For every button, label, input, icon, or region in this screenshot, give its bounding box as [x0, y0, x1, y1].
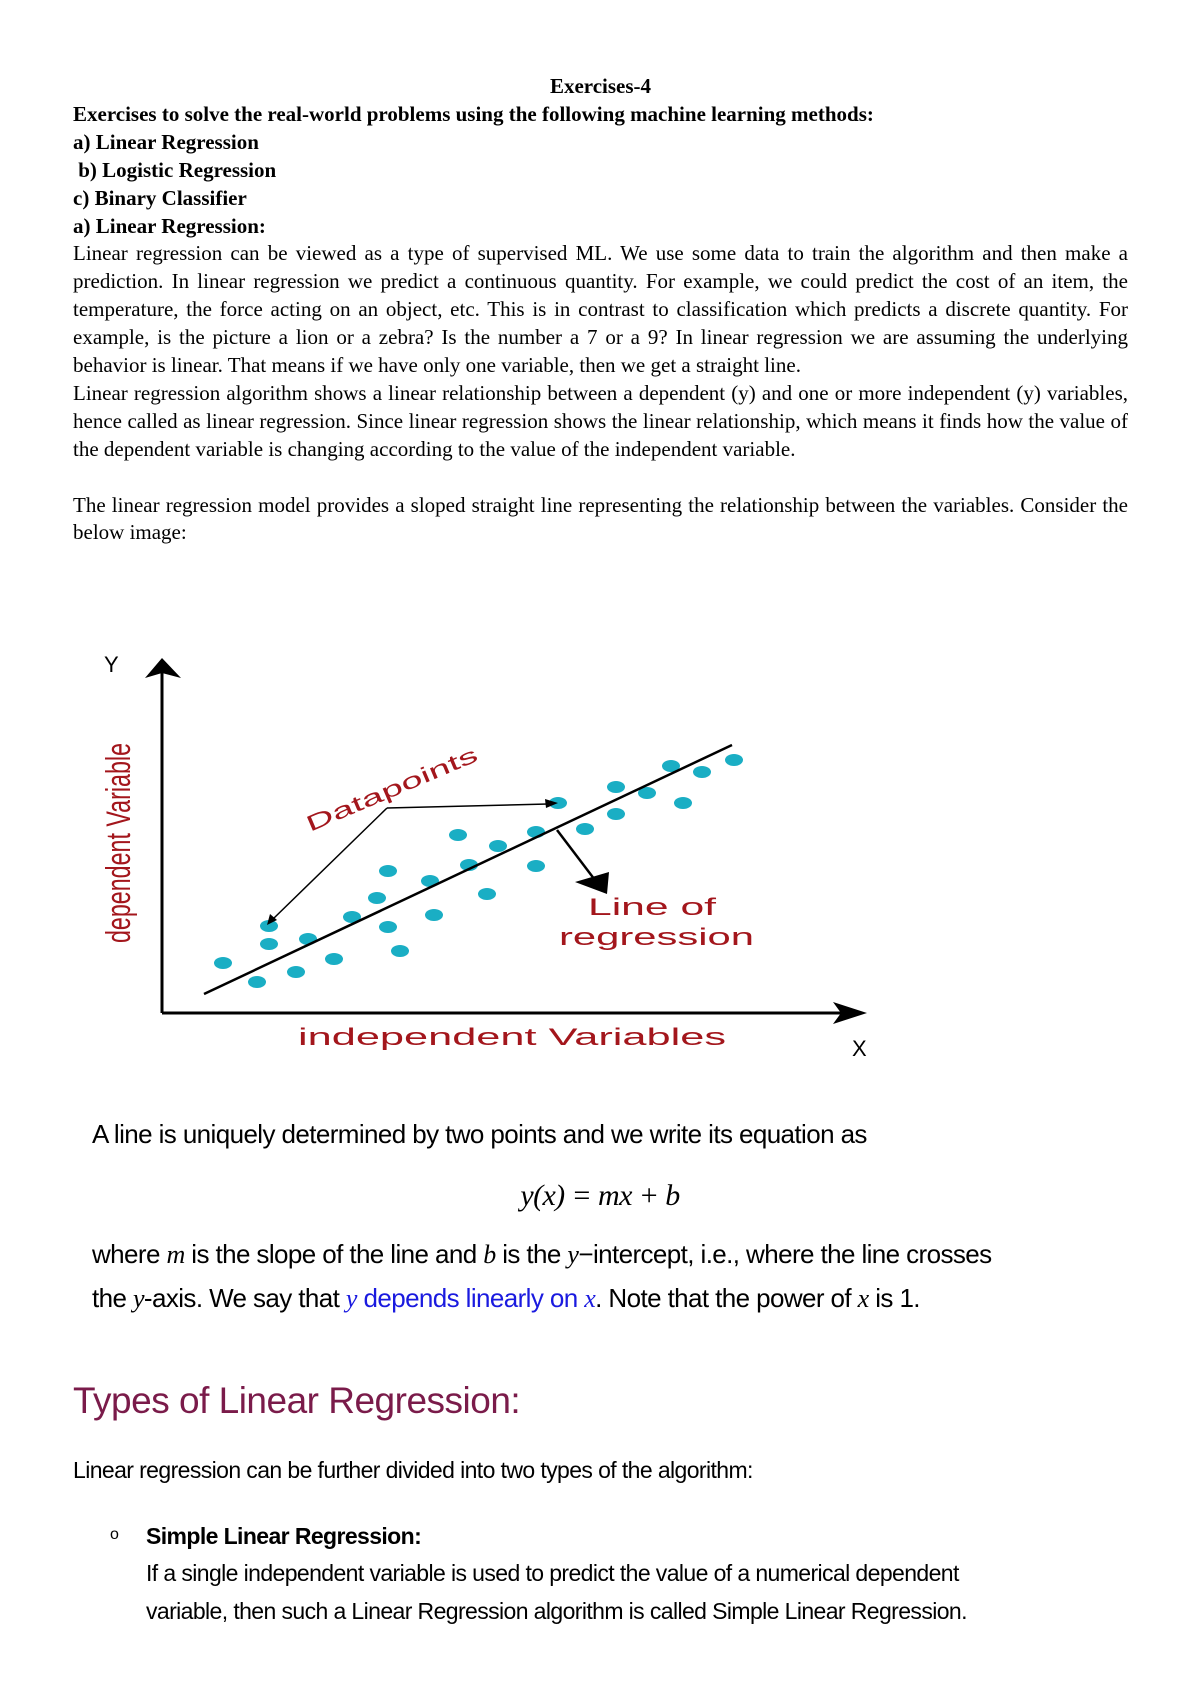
math-y: y — [567, 1240, 579, 1269]
datapoint — [449, 829, 467, 841]
datapoint — [674, 797, 692, 809]
text: the — [92, 1283, 127, 1313]
regression-diagram: Y X dependent Variable independent Varia… — [100, 652, 867, 1060]
datapoint — [527, 860, 545, 872]
datapoint — [248, 976, 266, 988]
paragraph: Linear regression can be viewed as a typ… — [73, 241, 1128, 378]
y-axis-letter: Y — [104, 652, 119, 677]
datapoint — [325, 953, 343, 965]
datapoint — [379, 921, 397, 933]
arrowhead-icon — [267, 914, 277, 925]
datapoints-label: Datapoints — [302, 742, 481, 837]
datapoint — [214, 957, 232, 969]
method-item: a) Linear Regression — [73, 129, 259, 154]
datapoint — [368, 892, 386, 904]
datapoint — [662, 760, 680, 772]
datapoint — [379, 865, 397, 877]
equation: y(x) = mx + b — [520, 1179, 680, 1212]
datapoint — [287, 966, 305, 978]
datapoints — [214, 754, 743, 988]
equation-explanation: where m is the slope of the line and b i… — [92, 1238, 992, 1271]
datapoint — [425, 909, 443, 921]
math-x: x — [584, 1284, 596, 1313]
highlight-text: depends linearly on — [363, 1283, 578, 1313]
text: . Note that the power of — [595, 1283, 852, 1313]
datapoint — [638, 787, 656, 799]
x-axis-arrow-icon — [833, 1002, 867, 1024]
math-y: y — [345, 1284, 358, 1313]
datapoint — [576, 823, 594, 835]
datapoint — [489, 840, 507, 852]
datapoint — [343, 911, 361, 923]
bullet-icon: o — [110, 1526, 119, 1543]
text: −intercept, i.e., where the line crosses — [578, 1239, 992, 1269]
datapoint — [391, 945, 409, 957]
arrowhead-icon — [575, 872, 609, 894]
method-item: c) Binary Classifier — [73, 185, 247, 210]
x-axis-label: independent Variables — [298, 1024, 726, 1051]
equation-explanation-2: the y-axis. We say that y depends linear… — [92, 1282, 921, 1315]
datapoint — [478, 888, 496, 900]
subtitle: Exercises to solve the real-world proble… — [73, 101, 874, 126]
paragraph: Linear regression algorithm shows a line… — [73, 380, 1128, 461]
page-title: Exercises-4 — [549, 74, 652, 98]
y-axis-arrow-icon — [145, 658, 181, 678]
text: is 1. — [875, 1283, 920, 1313]
line-of-regression-arrow — [556, 829, 599, 885]
bullet-text: variable, then such a Linear Regression … — [146, 1598, 968, 1624]
text: where — [92, 1239, 160, 1269]
bullet-title: Simple Linear Regression: — [146, 1523, 422, 1549]
math-y: y — [132, 1284, 145, 1313]
datapoint — [693, 766, 711, 778]
math-x: x — [857, 1284, 870, 1313]
line-of-regression-label: Line of — [588, 894, 717, 921]
method-item: b) Logistic Regression — [73, 157, 277, 182]
text: -axis. We say that — [143, 1283, 340, 1313]
datapoint — [607, 781, 625, 793]
section-heading: a) Linear Regression: — [73, 213, 266, 238]
datapoints-arrow — [272, 807, 388, 920]
math-b: b — [483, 1240, 496, 1269]
math-m: m — [166, 1240, 185, 1269]
regression-line — [203, 743, 733, 996]
equation-intro: A line is uniquely determined by two poi… — [92, 1119, 867, 1149]
bullet-text: If a single independent variable is used… — [146, 1560, 959, 1586]
types-heading: Types of Linear Regression: — [73, 1380, 521, 1421]
datapoint — [260, 938, 278, 950]
text: is the — [502, 1239, 561, 1269]
datapoints-arrow — [386, 803, 549, 809]
arrowhead-icon — [545, 799, 558, 808]
datapoint — [260, 920, 278, 932]
line-of-regression-label: regression — [559, 924, 754, 951]
types-intro: Linear regression can be further divided… — [73, 1457, 753, 1483]
document-intro: Exercises-4 Exercises to solve the real-… — [73, 73, 1128, 547]
y-axis-label: dependent Variable — [100, 743, 138, 943]
datapoint — [607, 808, 625, 820]
paragraph: The linear regression model provides a s… — [73, 492, 1128, 545]
datapoint — [725, 754, 743, 766]
x-axis-letter: X — [852, 1036, 867, 1060]
text: is the slope of the line and — [191, 1239, 477, 1269]
